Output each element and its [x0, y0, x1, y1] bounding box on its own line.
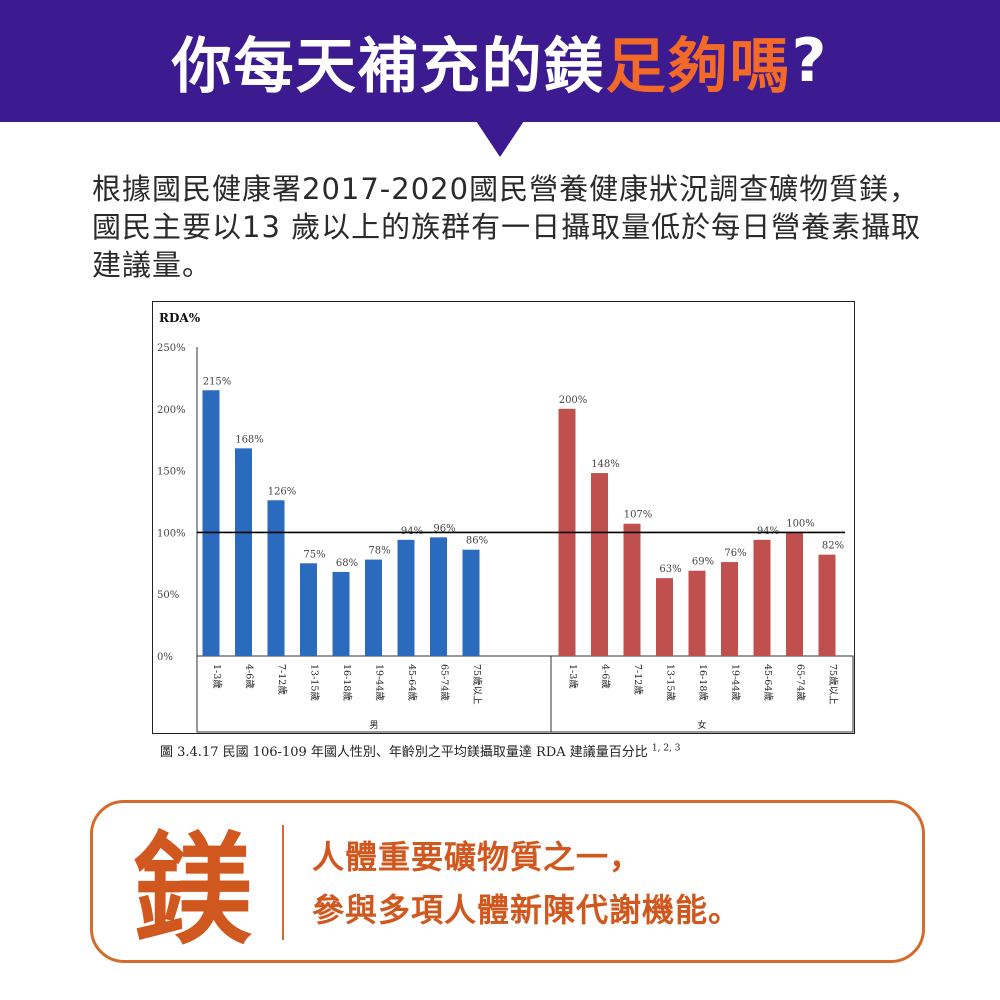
- x-tick-label: 75歲以上: [471, 664, 483, 705]
- bar-male: [267, 500, 285, 656]
- bar-female: [656, 578, 673, 656]
- bar-value-label: 107%: [624, 510, 653, 521]
- title-main: 你每天補充的鎂: [171, 31, 606, 102]
- bar-male: [397, 539, 415, 656]
- bar-value-label: 126%: [268, 486, 297, 497]
- x-tick-label: 1-3歲: [211, 664, 223, 689]
- chart-caption-refs: 1, 2, 3: [651, 743, 681, 754]
- title-highlight: 足夠嗎: [605, 31, 792, 102]
- x-tick-label: 16-18歲: [341, 664, 353, 701]
- bar-male: [332, 571, 350, 656]
- x-tick-label: 13-15歲: [309, 664, 321, 701]
- bar-value-label: 200%: [559, 395, 588, 406]
- info-callout: [90, 800, 925, 963]
- chart-caption-text: 圖 3.4.17 民國 106-109 年國人性別、年齡別之平均鎂攝取量達 RD…: [160, 745, 648, 760]
- x-tick-label: 75歲以上: [827, 664, 839, 705]
- chart-caption: 圖 3.4.17 民國 106-109 年國人性別、年齡別之平均鎂攝取量達 RD…: [160, 741, 681, 760]
- bar-value-label: 86%: [466, 536, 488, 547]
- x-tick-label: 7-12歲: [632, 664, 644, 695]
- callout-line-2: 參與多項人體新陳代謝機能。: [312, 891, 742, 929]
- page-title: 你每天補充的鎂 足夠嗎?: [0, 0, 1000, 122]
- bar-female: [753, 539, 771, 656]
- bar-value-label: 63%: [659, 564, 681, 575]
- group-label-male: 男: [369, 720, 378, 731]
- y-tick-label: 0%: [157, 652, 173, 663]
- bar-female: [818, 554, 836, 656]
- intro-paragraph: 根據國民健康署2017-2020國民營養健康狀況調查礦物質鎂，國民主要以13 歲…: [92, 172, 922, 282]
- y-tick-label: 200%: [157, 405, 186, 416]
- x-tick-label: 45-64歲: [406, 664, 418, 701]
- banner-pointer: [476, 121, 524, 157]
- bar-value-label: 94%: [757, 526, 779, 537]
- bar-value-label: 76%: [724, 548, 746, 559]
- bar-value-label: 68%: [336, 558, 358, 569]
- magnesium-glyph: 鎂: [133, 822, 253, 961]
- chart-frame: RDA% 0% 50% 100% 150% 200% 250% 215% 1-3歲 168% 4-6…: [152, 301, 855, 734]
- y-tick-label: 150%: [157, 467, 186, 478]
- bar-value-label: 69%: [692, 557, 714, 568]
- x-tick-label: 7-12歲: [276, 664, 288, 695]
- bar-female: [786, 532, 803, 656]
- y-axis-label: RDA%: [159, 311, 201, 325]
- bar-male: [430, 537, 447, 656]
- bar-value-label: 94%: [401, 526, 423, 537]
- bar-value-label: 100%: [786, 518, 815, 529]
- bar-female: [591, 473, 608, 656]
- bar-female: [688, 570, 706, 656]
- bar-male: [202, 390, 220, 656]
- title-question-mark: ?: [791, 26, 829, 96]
- bar-female: [721, 562, 738, 656]
- x-tick-label: 4-6歲: [600, 664, 612, 689]
- bar-value-label: 96%: [433, 523, 455, 534]
- bar-male: [365, 559, 382, 656]
- x-tick-label: 16-18歲: [697, 664, 709, 701]
- bar-male: [462, 549, 480, 656]
- y-tick-label: 100%: [157, 528, 186, 539]
- x-tick-label: 19-44歲: [374, 664, 386, 701]
- bar-value-label: 82%: [822, 541, 844, 552]
- x-tick-label: 65-74歲: [795, 664, 807, 701]
- rda-bar-chart: RDA% 0% 50% 100% 150% 200% 250% 215% 1-3歲 168% 4-6…: [157, 311, 854, 733]
- bar-female: [623, 523, 641, 656]
- callout-line-1: 人體重要礦物質之一，: [312, 838, 643, 876]
- x-tick-label: 45-64歲: [762, 664, 774, 701]
- x-tick-label: 13-15歲: [665, 664, 677, 701]
- bar-male: [300, 563, 317, 656]
- group-label-female: 女: [697, 719, 706, 731]
- header-banner: [0, 0, 1000, 122]
- y-tick-label: 50%: [157, 590, 179, 601]
- y-tick-label: 250%: [157, 343, 186, 354]
- x-tick-label: 19-44歲: [730, 664, 742, 701]
- x-tick-label: 1-3歲: [567, 664, 579, 689]
- x-tick-label: 65-74歲: [439, 664, 451, 701]
- bar-male: [235, 448, 252, 656]
- bar-value-label: 75%: [303, 549, 325, 560]
- bar-value-label: 168%: [235, 434, 264, 445]
- bar-value-label: 215%: [203, 376, 232, 387]
- bar-value-label: 148%: [591, 459, 620, 470]
- callout-divider: [282, 825, 284, 940]
- bar-value-label: 78%: [368, 546, 390, 557]
- x-tick-label: 4-6歲: [244, 664, 256, 689]
